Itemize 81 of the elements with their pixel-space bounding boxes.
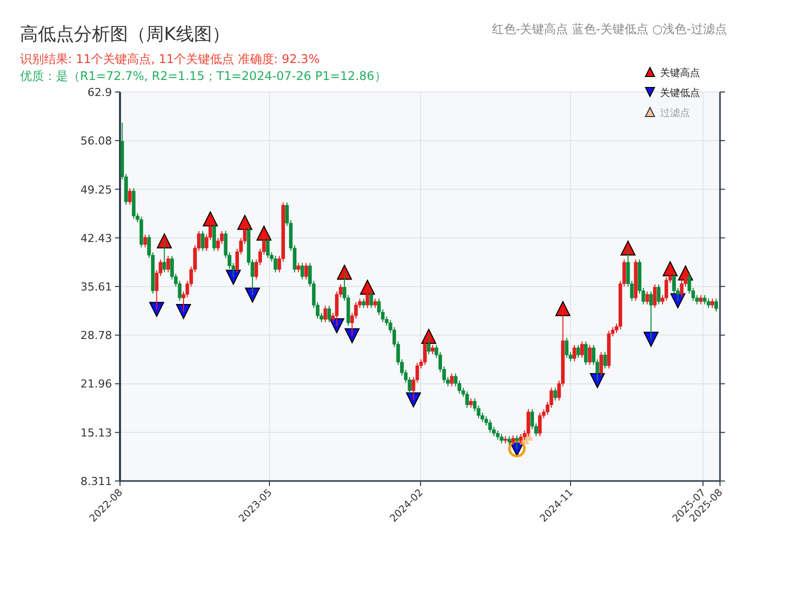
legend-label: 过滤点 bbox=[660, 107, 690, 119]
point bbox=[256, 226, 272, 241]
point bbox=[555, 301, 570, 316]
point bbox=[620, 240, 636, 256]
y-tick-label: 49.25 bbox=[80, 183, 112, 196]
candlestick bbox=[572, 344, 576, 362]
candlestick bbox=[580, 340, 584, 358]
candlestick bbox=[274, 255, 278, 273]
candlestick bbox=[323, 305, 328, 323]
y-tick-label: 8.311 bbox=[80, 475, 112, 488]
candlestick bbox=[430, 344, 434, 355]
point bbox=[176, 304, 192, 319]
candlestick bbox=[699, 294, 703, 305]
y-tick-label: 56.08 bbox=[80, 134, 112, 148]
candlestick bbox=[518, 434, 523, 444]
candlestick bbox=[603, 352, 607, 369]
y-tick-label: 62.9 bbox=[88, 86, 112, 99]
point bbox=[202, 211, 218, 226]
point bbox=[149, 302, 164, 317]
candlestick bbox=[584, 340, 588, 366]
candlestick bbox=[714, 298, 718, 312]
point bbox=[421, 328, 436, 344]
point bbox=[336, 264, 352, 280]
candlestick bbox=[266, 238, 270, 259]
candlestick bbox=[426, 336, 431, 355]
candlestick bbox=[465, 390, 469, 408]
chart-title: 高低点分析图（周K线图） bbox=[20, 24, 230, 45]
candlestick bbox=[300, 262, 304, 280]
candlestick bbox=[128, 188, 132, 206]
candlestick bbox=[656, 284, 660, 305]
candlestick bbox=[304, 262, 308, 280]
y-tick-label: 21.96 bbox=[80, 378, 112, 391]
candlestick bbox=[526, 408, 530, 437]
candlestick bbox=[423, 340, 427, 366]
candlestick bbox=[653, 284, 657, 308]
candlestick bbox=[450, 372, 454, 387]
text: 识别结果: 11个关键高点, 11个关键低点 准确度: 92.3% bbox=[20, 52, 320, 66]
text: 红色-关键高点 蓝色-关键低点 ○浅色-过滤点 bbox=[492, 22, 727, 36]
candlestick bbox=[702, 294, 706, 305]
candlestick bbox=[588, 344, 592, 366]
text: 优质：是（R1=72.7%, R2=1.15；T1=2024-07-26 P1=12.86） bbox=[20, 69, 386, 83]
y-tick-label: 35.61 bbox=[80, 280, 112, 294]
candlestick bbox=[710, 298, 714, 308]
candlestick bbox=[369, 291, 374, 308]
point bbox=[244, 288, 260, 303]
point bbox=[344, 328, 360, 344]
candlestick bbox=[649, 291, 653, 340]
point bbox=[406, 392, 421, 408]
y-tick-label: 42.43 bbox=[80, 232, 112, 245]
point bbox=[237, 214, 252, 230]
candlestick bbox=[162, 240, 166, 273]
candlestick bbox=[538, 412, 542, 437]
y-tick-label: 28.78 bbox=[80, 329, 112, 342]
candlestick bbox=[488, 419, 492, 434]
y-tick-label: 15.13 bbox=[80, 426, 112, 440]
candlestick bbox=[564, 337, 569, 358]
candlestick bbox=[553, 387, 558, 402]
candlestick bbox=[166, 255, 170, 273]
candlestick bbox=[599, 352, 604, 376]
candlestick bbox=[373, 298, 377, 308]
candlestick bbox=[706, 298, 710, 308]
candlestick bbox=[327, 305, 331, 323]
candlestick bbox=[500, 434, 504, 444]
candlestick bbox=[469, 398, 473, 408]
candlestick bbox=[511, 434, 515, 446]
candlestick bbox=[576, 344, 580, 358]
candlestick bbox=[362, 298, 366, 308]
candlestick bbox=[645, 291, 649, 305]
legend-label: 关键低点 bbox=[660, 87, 700, 99]
candlestick bbox=[143, 234, 147, 248]
point bbox=[644, 332, 659, 347]
point bbox=[590, 373, 605, 388]
candlestick bbox=[200, 230, 204, 252]
legend-label: 关键高点 bbox=[660, 67, 700, 79]
point bbox=[156, 233, 172, 248]
candlestick bbox=[366, 286, 370, 308]
candlestick bbox=[296, 262, 300, 273]
candlestick bbox=[496, 430, 500, 440]
candlestick bbox=[212, 223, 216, 252]
candlestick bbox=[515, 434, 519, 450]
point bbox=[226, 270, 241, 285]
